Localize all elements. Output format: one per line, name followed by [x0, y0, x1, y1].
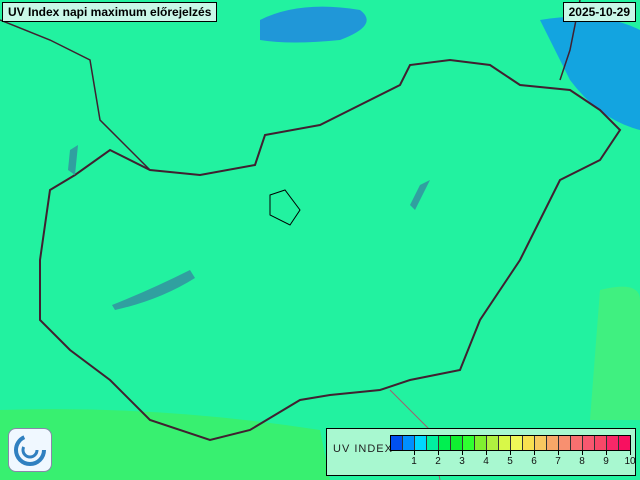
legend-tick — [606, 451, 607, 455]
legend-tick-label: 6 — [531, 456, 537, 467]
legend-color-cell — [523, 436, 535, 450]
legend-tick — [510, 451, 511, 455]
legend-tick-label: 9 — [603, 456, 609, 467]
map-title: UV Index napi maximum előrejelzés — [2, 2, 218, 22]
legend-colorbar — [390, 435, 631, 451]
legend-color-cell — [619, 436, 630, 450]
legend-color-cell — [427, 436, 439, 450]
legend-tick-label: 7 — [555, 456, 561, 467]
lake-balaton — [112, 270, 195, 310]
legend-tick — [582, 451, 583, 455]
legend-tick-label: 5 — [507, 456, 513, 467]
legend-tick-label: 2 — [435, 456, 441, 467]
lake-neusiedl — [68, 145, 78, 175]
legend-color-cell — [595, 436, 607, 450]
legend-tick — [630, 451, 631, 455]
legend-color-cell — [403, 436, 415, 450]
legend-color-cell — [559, 436, 571, 450]
country-border — [0, 19, 151, 171]
logo — [8, 428, 52, 472]
legend-tick — [462, 451, 463, 455]
legend-tick-label: 4 — [483, 456, 489, 467]
legend-color-cell — [547, 436, 559, 450]
legend-label: UV INDEX — [333, 443, 393, 455]
lake-tisza — [410, 180, 430, 210]
hungary-border — [39, 58, 622, 442]
legend-ticks: 1 2 3 4 5 6 7 8 9 10 — [390, 451, 636, 471]
legend-tick-label: 1 — [411, 456, 417, 467]
uv-legend: UV INDEX 1 2 3 4 5 6 7 8 9 10 — [326, 428, 636, 476]
legend-color-cell — [535, 436, 547, 450]
budapest-outline — [269, 189, 301, 226]
legend-color-cell — [475, 436, 487, 450]
legend-color-cell — [487, 436, 499, 450]
legend-color-cell — [511, 436, 523, 450]
legend-tick — [534, 451, 535, 455]
legend-color-cell — [583, 436, 595, 450]
east-region — [590, 286, 640, 420]
uv-low-patch — [540, 16, 640, 131]
legend-color-cell — [499, 436, 511, 450]
legend-tick — [438, 451, 439, 455]
legend-color-cell — [439, 436, 451, 450]
legend-tick-label: 10 — [624, 456, 636, 467]
uv-low-patch — [260, 6, 367, 43]
legend-tick — [558, 451, 559, 455]
legend-tick-label: 8 — [579, 456, 585, 467]
legend-color-cell — [571, 436, 583, 450]
legend-color-cell — [415, 436, 427, 450]
legend-color-cell — [463, 436, 475, 450]
forecast-date: 2025-10-29 — [562, 2, 636, 22]
legend-tick — [414, 451, 415, 455]
legend-color-cell — [451, 436, 463, 450]
legend-color-cell — [391, 436, 403, 450]
legend-tick — [486, 451, 487, 455]
legend-tick-label: 3 — [459, 456, 465, 467]
south-region — [0, 409, 330, 480]
legend-color-cell — [607, 436, 619, 450]
